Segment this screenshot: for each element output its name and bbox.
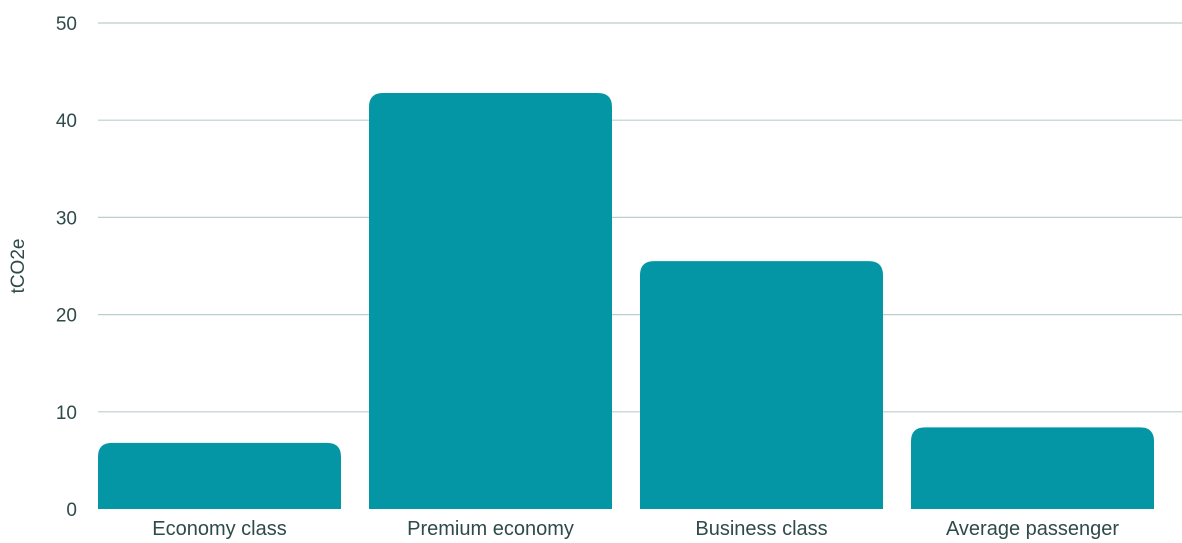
bar-economy-class: [98, 442, 341, 509]
x-category-label: Average passenger: [946, 518, 1119, 540]
y-tick-label: 40: [56, 111, 77, 132]
y-axis-ticks: 0 10 20 30 40 50: [56, 14, 77, 521]
y-tick-label: 10: [56, 403, 77, 424]
x-axis-categories: Economy class Premium economy Business cla…: [152, 518, 1119, 540]
bars: [98, 92, 1154, 509]
x-category-label: Economy class: [152, 518, 287, 540]
y-axis-title: tCO2e: [8, 239, 29, 294]
gridlines: [98, 22, 1182, 413]
y-tick-label: 30: [56, 208, 77, 229]
bar-average-passenger: [911, 427, 1154, 509]
bar-business-class: [640, 261, 883, 509]
y-tick-label: 0: [66, 500, 77, 521]
x-category-label: Premium economy: [407, 518, 574, 540]
y-tick-label: 50: [56, 14, 77, 35]
bar-premium-economy: [369, 92, 612, 509]
x-category-label: Business class: [695, 518, 827, 540]
y-tick-label: 20: [56, 306, 77, 327]
